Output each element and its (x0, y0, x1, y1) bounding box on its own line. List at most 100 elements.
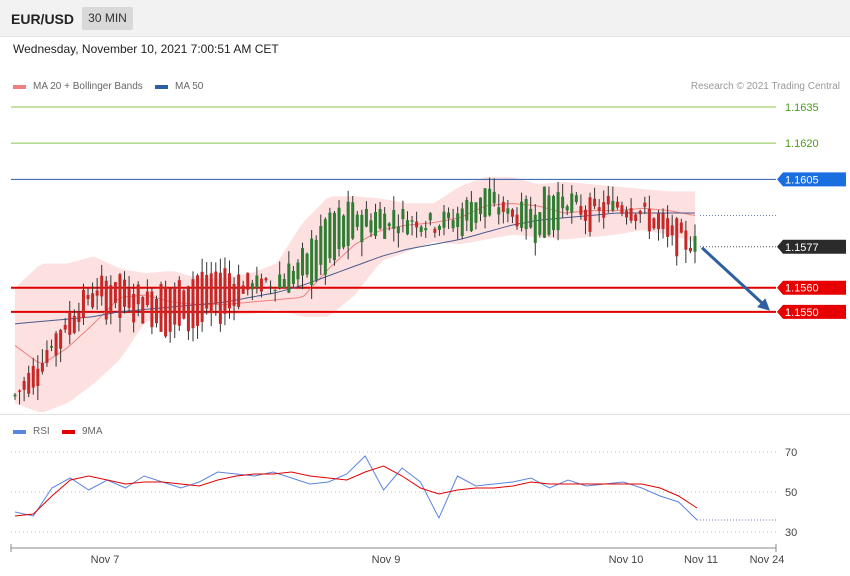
candle-body (255, 275, 259, 288)
legend-rsi-label: RSI (33, 426, 50, 437)
candle-body (670, 225, 674, 236)
candle-body (18, 390, 22, 392)
x-axis: Nov 7 Nov 9 Nov 10 Nov 11 Nov 24 (10, 544, 785, 566)
candle-body (186, 286, 190, 332)
legend-ma20-label: MA 20 + Bollinger Bands (33, 81, 143, 92)
candle-body (579, 205, 583, 215)
candle-body (629, 208, 633, 221)
level-label-target: 1.1620 (785, 138, 819, 150)
legend-ma20-swatch (13, 84, 26, 89)
candle-body (86, 294, 90, 300)
candle-body (497, 207, 501, 215)
candle-body (218, 272, 222, 324)
candle-body (556, 192, 560, 231)
candle-body (182, 290, 186, 319)
candle-body (328, 212, 332, 259)
candle-body (81, 290, 85, 318)
candle-body (606, 196, 610, 205)
candle-body (374, 212, 378, 236)
candle-body (282, 279, 286, 289)
legend-rsi: RSI (13, 426, 50, 437)
legend-ma50-swatch (155, 84, 168, 89)
candle-body (460, 208, 464, 237)
candle-body (68, 311, 72, 335)
candle-body (27, 372, 31, 394)
candle-body (291, 270, 295, 284)
legend-rsi-ma: 9MA (62, 426, 103, 437)
candle-body (136, 284, 140, 305)
candle-body (396, 226, 400, 234)
candle-body (351, 202, 355, 239)
candle-body (501, 201, 505, 213)
level-label-current: 1.1577 (785, 242, 819, 254)
candle-body (424, 228, 428, 231)
research-credit: Research © 2021 Trading Central (690, 81, 840, 92)
chart-datetime: Wednesday, November 10, 2021 7:00:51 AM … (13, 42, 279, 56)
candle-body (127, 289, 131, 308)
candle-body (264, 278, 268, 281)
candle-body (611, 200, 615, 211)
candle-body (652, 218, 656, 229)
top-toolbar: EUR/USD 30 MIN (0, 0, 850, 37)
candle-body (355, 214, 359, 227)
candle-body (465, 200, 469, 221)
candle-body (63, 324, 67, 330)
projection-arrow-shaft (700, 246, 767, 307)
bollinger-band-area (15, 176, 695, 413)
candle-body (278, 274, 282, 288)
candle-body (661, 213, 665, 229)
candle-body (538, 212, 542, 235)
candle-body (369, 220, 373, 233)
level-label-bg-current (777, 239, 846, 254)
rsi-tick-label: 70 (785, 447, 797, 459)
candle-body (59, 329, 63, 349)
candle-body (520, 201, 524, 228)
candle-body (474, 202, 478, 223)
candle-body (319, 225, 323, 265)
candle-body (200, 271, 204, 323)
candle-body (227, 273, 231, 309)
candle-body (547, 195, 551, 235)
candle-body (13, 394, 17, 397)
candle-body (164, 286, 168, 337)
candle-body (542, 186, 546, 238)
candle-body (145, 291, 149, 306)
x-tick-label: Nov 24 (750, 554, 785, 566)
candle-body (91, 293, 95, 308)
candle-body (647, 208, 651, 232)
candle-body (232, 284, 236, 306)
candle-body (332, 212, 336, 261)
candle-body (337, 207, 341, 250)
candle-body (95, 290, 99, 296)
level-label-target: 1.1635 (785, 102, 819, 114)
candle-body (378, 209, 382, 229)
projection-arrow (700, 246, 770, 311)
level-label-support: 1.1550 (785, 307, 819, 319)
candle-body (615, 201, 619, 208)
candle-body (483, 188, 487, 217)
symbol-label: EUR/USD (11, 11, 75, 27)
x-tick-label: Nov 9 (372, 554, 401, 566)
candle-body (387, 223, 391, 227)
candle-body (159, 284, 163, 332)
candle-body (602, 202, 606, 218)
timeframe-button[interactable]: 30 MIN (82, 7, 133, 30)
rsi-ma-line (14, 465, 698, 517)
candle-body (141, 297, 145, 324)
candle-body (205, 274, 209, 309)
legend-rsi-ma-swatch (62, 429, 75, 434)
candle-body (638, 210, 642, 215)
candle-body (296, 262, 300, 280)
candle-body (570, 193, 574, 213)
candle-body (305, 253, 309, 275)
candle-body (565, 206, 569, 211)
candle-body (223, 268, 227, 314)
candle-body (588, 197, 592, 232)
candle-body (168, 288, 172, 332)
candle-body (123, 279, 127, 307)
candle-body (287, 263, 291, 293)
candle-body (246, 272, 250, 290)
candle-body (561, 196, 565, 209)
candle-body (259, 278, 263, 292)
